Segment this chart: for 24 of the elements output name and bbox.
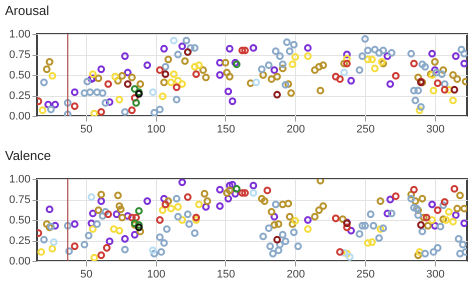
x-tick-label: 50 <box>80 268 92 280</box>
y-tick-label: 0.75 <box>9 49 30 61</box>
y-tick-label: 0.50 <box>9 214 30 226</box>
x-tick-label: 100 <box>146 124 166 136</box>
y-tick-label: 0.75 <box>9 194 30 206</box>
y-tick-label: 0.00 <box>9 110 30 122</box>
x-tick-label: 150 <box>216 124 236 136</box>
y-tick-label: 0.00 <box>9 256 30 268</box>
x-tick-label: 50 <box>80 124 92 136</box>
x-tick-label: 100 <box>146 268 166 280</box>
chart-title: Valence <box>5 148 52 163</box>
x-tick-label: 300 <box>426 268 445 280</box>
x-tick-label: 250 <box>356 124 375 136</box>
y-tick-label: 1.00 <box>9 28 30 40</box>
x-tick-label: 200 <box>286 124 305 136</box>
y-tick-label: 0.50 <box>9 70 30 82</box>
y-tick-label: 0.25 <box>9 90 30 102</box>
x-tick-label: 150 <box>216 268 236 280</box>
chart-title: Arousal <box>5 3 50 18</box>
y-tick-label: 1.00 <box>9 174 30 186</box>
x-tick-label: 250 <box>356 268 375 280</box>
x-tick-label: 200 <box>286 268 305 280</box>
y-tick-label: 0.25 <box>9 235 30 247</box>
x-tick-label: 300 <box>426 124 445 136</box>
